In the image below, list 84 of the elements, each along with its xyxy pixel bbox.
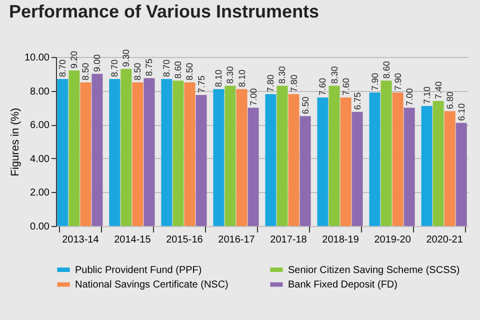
- data-label: 8.10: [214, 70, 224, 88]
- legend-label: Public Provident Fund (PPF): [75, 264, 202, 276]
- x-tick-label: 2014-15: [114, 234, 152, 246]
- data-label: 8.70: [58, 59, 68, 77]
- data-label: 6.10: [456, 103, 466, 121]
- bar: [109, 78, 120, 226]
- bar: [224, 86, 236, 226]
- x-tick-label: 2018-19: [322, 234, 360, 246]
- bar: [352, 112, 363, 226]
- bar: [92, 74, 103, 226]
- legend-label: Bank Fixed Deposit (FD): [288, 280, 398, 290]
- x-tick-label: 2020-21: [426, 234, 464, 246]
- data-label: 6.80: [444, 92, 455, 110]
- bar: [120, 68, 132, 226]
- data-label: 8.70: [162, 59, 172, 77]
- bar: [80, 82, 92, 226]
- data-label: 9.30: [121, 49, 132, 67]
- bar: [276, 86, 288, 226]
- y-tick-label: 8.00: [30, 86, 50, 98]
- x-tick-label: 2015-16: [166, 234, 204, 246]
- bar: [196, 95, 207, 226]
- bar: [213, 89, 224, 226]
- data-label: 6.50: [300, 96, 310, 114]
- bar: [317, 98, 328, 226]
- y-tick-label: 6.00: [30, 120, 50, 132]
- bar: [57, 78, 68, 226]
- bar: [248, 108, 259, 226]
- bar: [392, 92, 404, 226]
- data-label: 7.40: [433, 81, 444, 99]
- bar: [328, 86, 340, 226]
- data-label: 8.30: [225, 66, 236, 84]
- data-label: 7.90: [392, 72, 403, 90]
- data-label: 6.75: [352, 92, 362, 110]
- bar: [172, 80, 184, 226]
- bar: [132, 82, 144, 226]
- bar: [380, 80, 392, 226]
- data-label: 8.60: [173, 61, 184, 79]
- x-tick-label: 2017-18: [270, 234, 308, 246]
- data-label: 7.00: [248, 88, 258, 106]
- x-tick-label: 2013-14: [62, 234, 100, 246]
- bar: [288, 94, 300, 226]
- data-label: 8.60: [381, 61, 392, 79]
- y-tick-label: 2.00: [30, 188, 50, 199]
- data-label: 8.50: [132, 62, 143, 80]
- legend-label: Senior Citizen Saving Scheme (SCSS): [288, 264, 460, 276]
- data-label: 8.50: [184, 62, 195, 80]
- bar: [236, 89, 248, 226]
- bar: [161, 78, 172, 226]
- x-tick-label: 2019-20: [374, 234, 412, 246]
- chart-title: Performance of Various Instruments: [8, 1, 320, 22]
- y-tick-label: 0.00: [30, 222, 50, 232]
- bar: [68, 70, 80, 226]
- bar: [456, 122, 467, 226]
- data-label: 8.70: [110, 59, 120, 77]
- data-label: 7.90: [370, 72, 380, 90]
- data-label: 9.20: [69, 50, 80, 69]
- x-tick-label: 2016-17: [218, 234, 256, 246]
- data-label: 7.00: [404, 88, 414, 106]
- data-label: 8.75: [144, 58, 154, 76]
- bar: [444, 111, 456, 226]
- data-label: 7.75: [196, 75, 206, 94]
- legend-label: National Savings Certificate (NSC): [75, 280, 228, 290]
- data-label: 7.60: [318, 78, 328, 96]
- data-label: 9.00: [92, 54, 102, 72]
- data-label: 8.50: [80, 62, 91, 80]
- y-tick-label: 10.00: [24, 52, 50, 64]
- y-tick-label: 4.00: [30, 154, 50, 165]
- data-label: 7.60: [340, 78, 351, 96]
- bar: [184, 82, 196, 226]
- bar: [369, 92, 380, 226]
- data-label: 8.30: [277, 66, 288, 84]
- bar: [340, 98, 352, 226]
- bar: [404, 108, 415, 226]
- bar: [300, 116, 311, 226]
- bar: [421, 106, 432, 226]
- data-label: 7.10: [422, 86, 432, 104]
- data-label: 8.10: [236, 70, 247, 88]
- data-label: 8.30: [329, 66, 340, 84]
- bar: [144, 78, 155, 226]
- bar: [432, 100, 444, 226]
- data-label: 7.80: [288, 74, 299, 92]
- data-label: 7.80: [266, 74, 276, 92]
- y-axis-title: Figures in (%): [9, 108, 22, 176]
- bar: [265, 94, 276, 226]
